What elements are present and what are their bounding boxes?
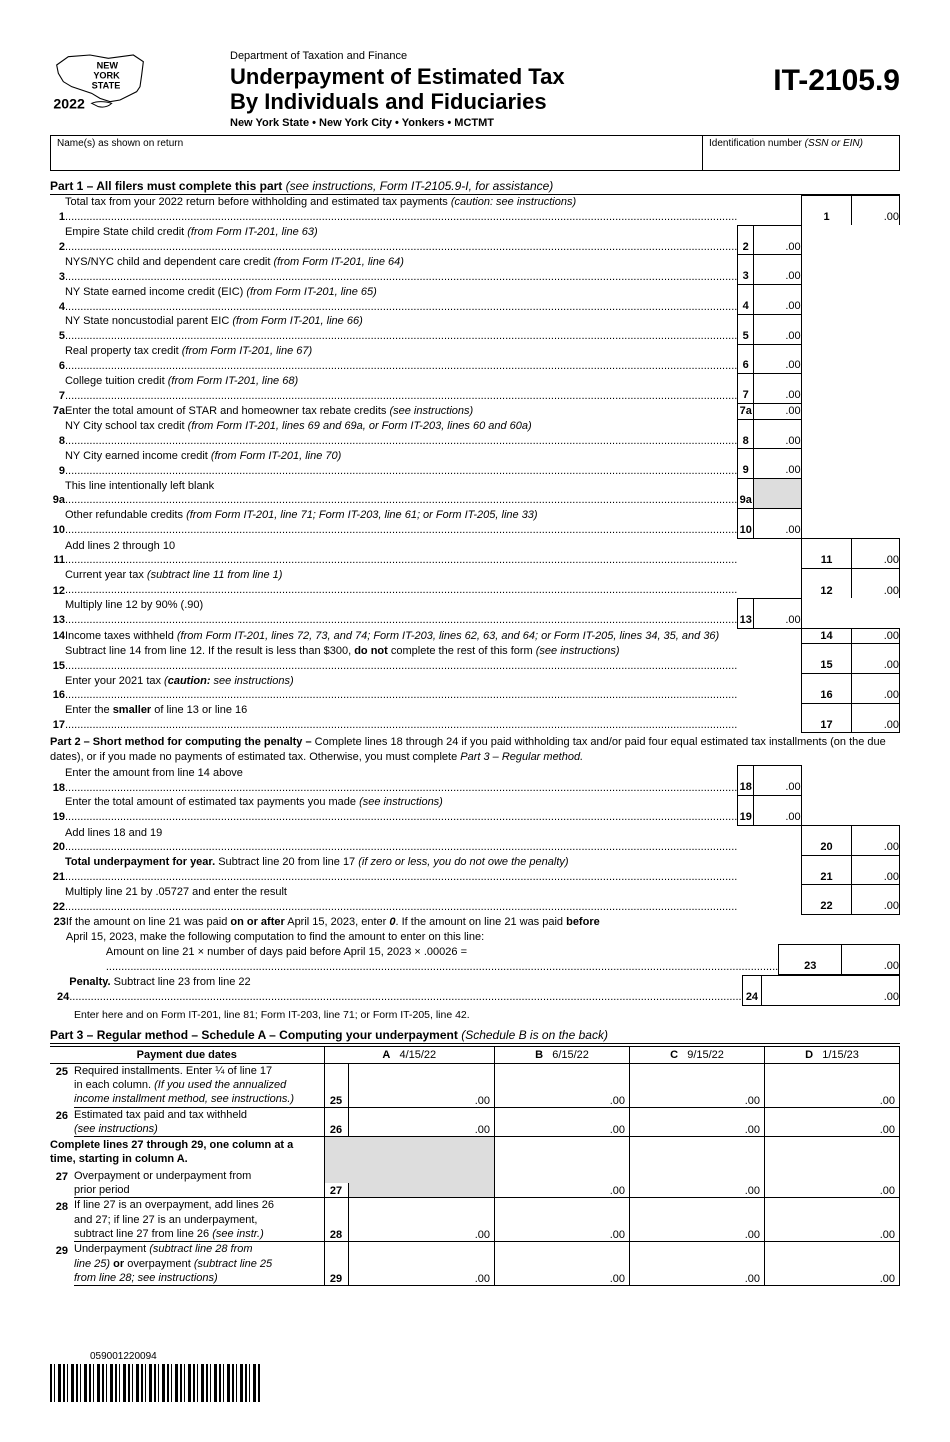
line-2-mid-value[interactable]: .00 (754, 225, 802, 255)
line-18-mid-value[interactable]: .00 (754, 766, 802, 796)
svg-text:NEW: NEW (97, 60, 119, 70)
name-field[interactable]: Name(s) as shown on return (51, 136, 703, 170)
part1-table: 1Total tax from your 2022 return before … (50, 195, 900, 734)
line-16-value[interactable]: .00 (852, 674, 900, 704)
line-3-mid-value[interactable]: .00 (754, 255, 802, 285)
form-title-1: Underpayment of Estimated Tax (230, 64, 773, 89)
name-id-row: Name(s) as shown on return Identificatio… (50, 135, 900, 171)
line-14-value[interactable]: .00 (852, 628, 900, 644)
line-7-mid-value[interactable]: .00 (754, 374, 802, 404)
r29-col-c[interactable]: .00 (630, 1271, 765, 1286)
r28-col-c[interactable]: .00 (630, 1227, 765, 1242)
line-10-mid-value[interactable]: .00 (754, 508, 802, 538)
r28-col-a[interactable]: .00 (348, 1227, 495, 1242)
line-23: 23 If the amount on line 21 was paid on … (50, 915, 900, 975)
r26-col-a[interactable]: .00 (348, 1122, 495, 1137)
schedule-header-row: Payment due dates A 4/15/22 B 6/15/22 C … (50, 1046, 900, 1063)
part2-table: 18Enter the amount from line 14 above 18… (50, 765, 900, 915)
line-15-value[interactable]: .00 (852, 644, 900, 674)
line-23-text-b: April 15, 2023, make the following compu… (66, 930, 779, 945)
line-6-mid-value[interactable]: .00 (754, 344, 802, 374)
line-1-value[interactable]: .00 (852, 195, 900, 225)
r25-col-d[interactable]: .00 (765, 1092, 900, 1107)
line-9-mid-value[interactable]: .00 (754, 449, 802, 479)
line-21-value[interactable]: .00 (852, 855, 900, 885)
line-24: 24Penalty. Subtract line 23 from line 22… (50, 975, 900, 1006)
state-logo: NEW YORK STATE 2022 (50, 50, 170, 123)
r28-col-d[interactable]: .00 (765, 1227, 900, 1242)
line-12-value[interactable]: .00 (852, 568, 900, 598)
line-9a-mid-value (754, 479, 802, 509)
schedule-a-table: Payment due dates A 4/15/22 B 6/15/22 C … (50, 1046, 900, 1286)
line-17-value[interactable]: .00 (852, 703, 900, 733)
form-header: NEW YORK STATE 2022 Department of Taxati… (50, 50, 900, 129)
r26-col-b[interactable]: .00 (495, 1122, 630, 1137)
r27-col-b[interactable]: .00 (495, 1183, 630, 1198)
form-subtitle: New York State • New York City • Yonkers… (230, 117, 773, 129)
r26-col-d[interactable]: .00 (765, 1122, 900, 1137)
barcode-area: 059001220094 (50, 1351, 900, 1402)
line-23-value[interactable]: .00 (842, 945, 900, 975)
line-8-mid-value[interactable]: .00 (754, 419, 802, 449)
part2-header: Part 2 – Short method for computing the … (50, 735, 900, 765)
form-title-2: By Individuals and Fiduciaries (230, 89, 773, 114)
line-23-text-a: If the amount on line 21 was paid on or … (66, 915, 779, 930)
line-7a-mid-value[interactable]: .00 (754, 403, 802, 419)
part3-header: Part 3 – Regular method – Schedule A – C… (50, 1028, 900, 1044)
r25-col-b[interactable]: .00 (495, 1092, 630, 1107)
part3-note: Complete lines 27 through 29, one column… (50, 1137, 324, 1169)
r27-col-a (348, 1183, 495, 1198)
r29-col-a[interactable]: .00 (348, 1271, 495, 1286)
r26-col-c[interactable]: .00 (630, 1122, 765, 1137)
barcode-icon (50, 1364, 260, 1402)
line-13-mid-value[interactable]: .00 (754, 598, 802, 628)
r27-col-c[interactable]: .00 (630, 1183, 765, 1198)
svg-text:YORK: YORK (93, 70, 120, 80)
r29-col-b[interactable]: .00 (495, 1271, 630, 1286)
line-22-value[interactable]: .00 (852, 885, 900, 915)
line-4-mid-value[interactable]: .00 (754, 285, 802, 315)
line-19-mid-value[interactable]: .00 (754, 795, 802, 825)
tax-year: 2022 (53, 96, 85, 112)
line-24-value[interactable]: .00 (762, 975, 900, 1005)
barcode-number: 059001220094 (90, 1351, 900, 1362)
r25-col-c[interactable]: .00 (630, 1092, 765, 1107)
nys-logo-icon: NEW YORK STATE 2022 (50, 50, 150, 120)
r29-col-d[interactable]: .00 (765, 1271, 900, 1286)
line-11-value[interactable]: .00 (852, 538, 900, 568)
svg-text:STATE: STATE (92, 80, 121, 90)
r28-col-b[interactable]: .00 (495, 1227, 630, 1242)
id-field[interactable]: Identification number (SSN or EIN) (703, 136, 899, 170)
line-5-mid-value[interactable]: .00 (754, 314, 802, 344)
department-name: Department of Taxation and Finance (230, 50, 773, 62)
r25-col-a[interactable]: .00 (348, 1092, 495, 1107)
line-23-num: 23 (779, 945, 842, 975)
part1-header: Part 1 – All filers must complete this p… (50, 179, 900, 195)
line-20-value[interactable]: .00 (852, 825, 900, 855)
line-23-text-c: Amount on line 21 × number of days paid … (66, 945, 779, 975)
form-code: IT-2105.9 (773, 50, 900, 98)
part2-note: Enter here and on Form IT-201, line 81; … (50, 1008, 900, 1022)
r27-col-d[interactable]: .00 (765, 1183, 900, 1198)
